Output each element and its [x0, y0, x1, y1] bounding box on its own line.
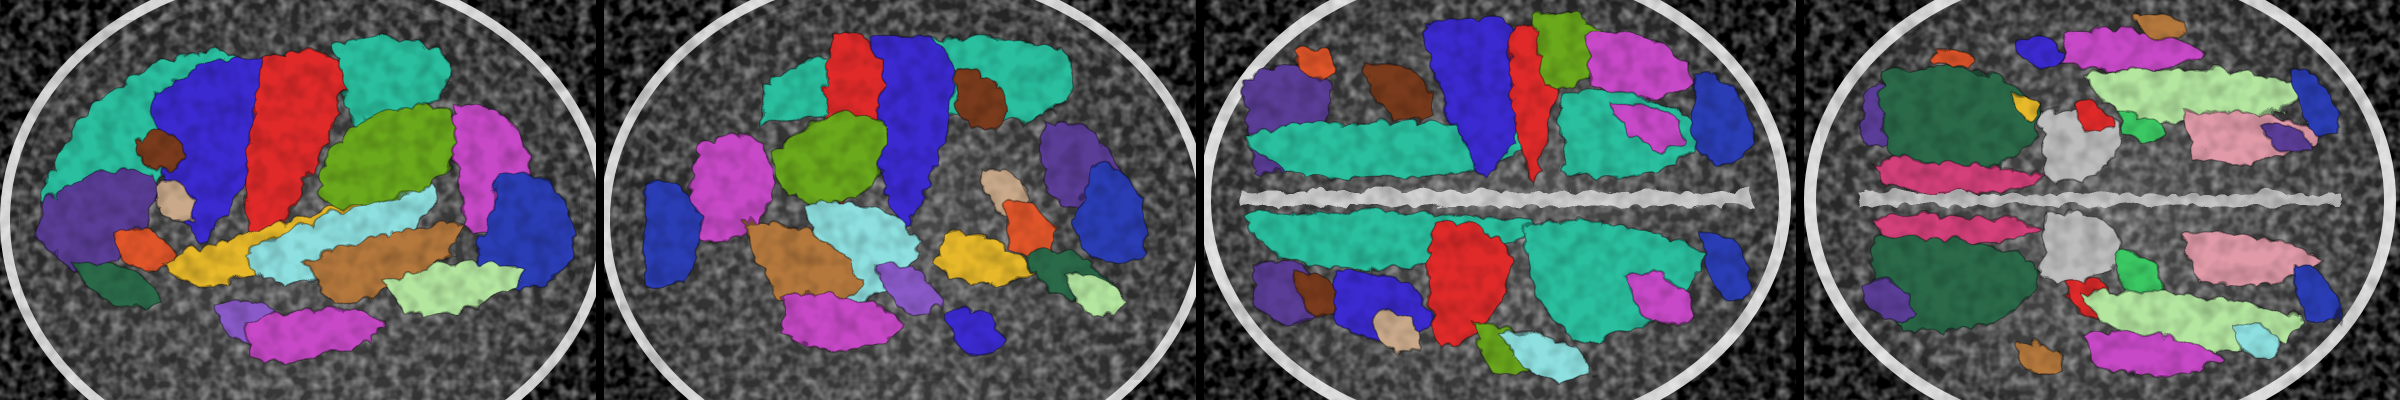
surface-shading	[20, 0, 2380, 400]
panel-dividers	[596, 0, 1804, 400]
